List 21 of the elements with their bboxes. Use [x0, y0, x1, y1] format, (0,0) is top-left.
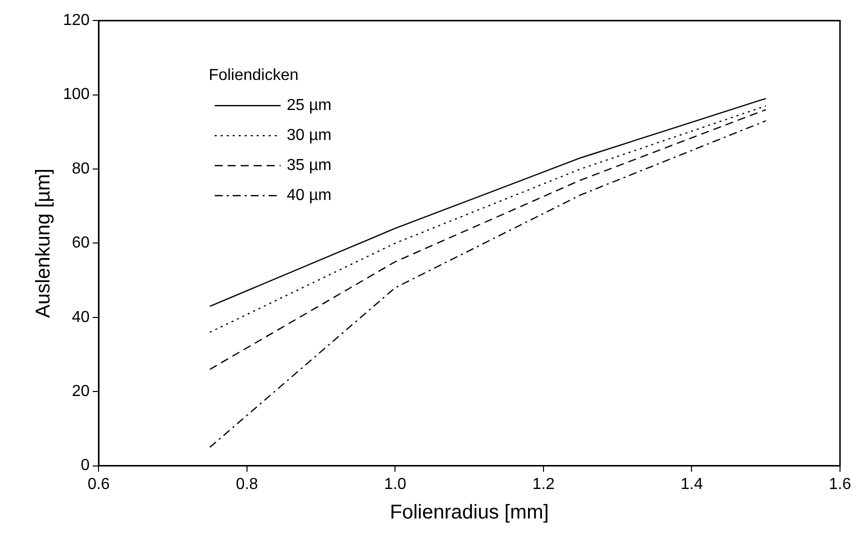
y-axis-title: Auslenkung [µm]: [32, 168, 55, 318]
y-tick-label: 60: [72, 234, 90, 252]
x-tick-label: 1.4: [680, 476, 703, 493]
y-tick-label: 120: [62, 12, 90, 30]
legend-label: 30 µm: [286, 127, 332, 144]
legend-label: 40 µm: [286, 187, 332, 204]
y-tick-label: 20: [72, 383, 90, 400]
x-tick-label: 0.6: [88, 476, 110, 493]
y-tick-label: 100: [62, 86, 90, 104]
x-tick-label: 1.0: [384, 476, 406, 493]
y-tick-label: 40: [72, 308, 90, 326]
legend-title: Foliendicken: [208, 67, 299, 84]
y-tick-label: 80: [72, 160, 90, 178]
x-tick-label: 0.8: [236, 476, 258, 493]
legend-label: 25 µm: [286, 97, 332, 114]
line-series: [209, 120, 766, 448]
legend-label: 35 µm: [286, 157, 332, 174]
x-axis-title: Folienradius [mm]: [390, 502, 549, 524]
x-tick-label: 1.2: [532, 476, 555, 493]
y-tick-label: 0: [80, 457, 90, 474]
x-tick-label: 1.6: [828, 476, 852, 493]
